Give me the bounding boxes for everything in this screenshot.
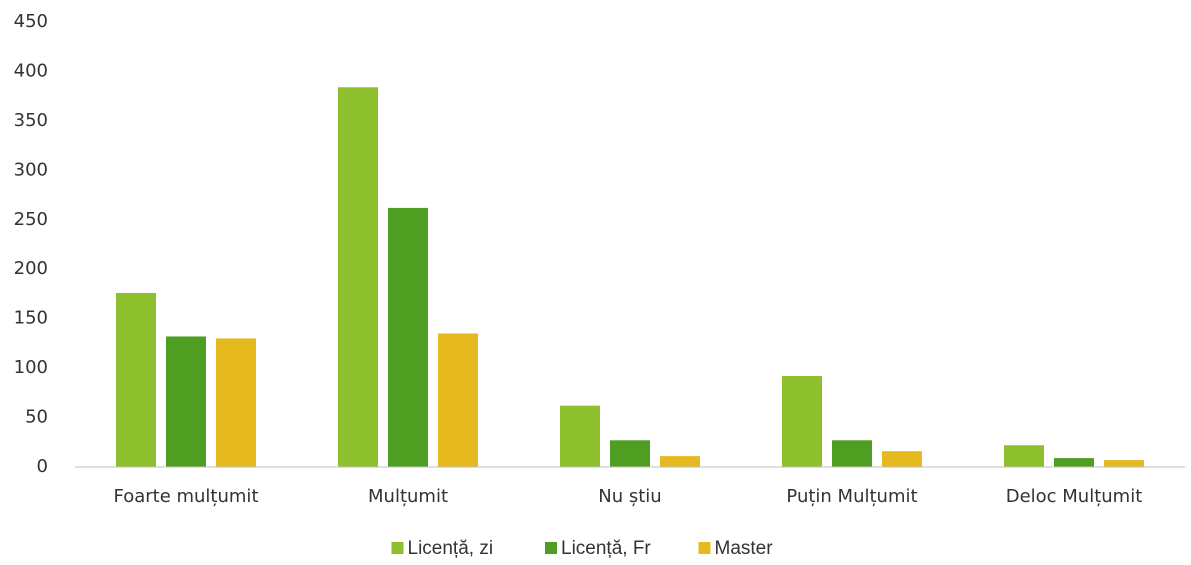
bar — [166, 336, 206, 467]
y-tick-label: 0 — [37, 456, 48, 477]
y-tick-label: 400 — [14, 60, 48, 81]
x-tick-label: Deloc Mulțumit — [1006, 486, 1143, 507]
x-tick-label: Nu știu — [598, 486, 661, 507]
x-tick-label: Puțin Mulțumit — [786, 486, 917, 507]
y-tick-label: 100 — [14, 357, 48, 378]
y-tick-label: 200 — [14, 258, 48, 279]
bar — [1104, 460, 1144, 467]
bar — [338, 87, 378, 468]
bar — [610, 440, 650, 467]
bar — [882, 451, 922, 467]
bar — [660, 456, 700, 467]
x-tick-label: Foarte mulțumit — [113, 486, 258, 507]
y-tick-label: 300 — [14, 159, 48, 180]
y-tick-label: 50 — [25, 407, 48, 428]
y-tick-label: 250 — [14, 209, 48, 230]
bar — [1054, 458, 1094, 467]
y-tick-label: 350 — [14, 110, 48, 131]
bar — [216, 338, 256, 467]
legend-swatch — [698, 542, 711, 554]
y-tick-label: 150 — [14, 308, 48, 329]
legend-label: Master — [715, 538, 774, 559]
bar — [438, 333, 478, 467]
bar — [560, 405, 600, 467]
legend-swatch — [545, 542, 557, 554]
legend-swatch — [391, 542, 404, 554]
bar — [832, 440, 872, 467]
y-tick-label: 450 — [14, 11, 48, 32]
bar — [782, 376, 822, 467]
bar — [388, 207, 428, 467]
legend-label: Licență, zi — [408, 538, 494, 559]
bar — [1004, 445, 1044, 467]
x-tick-label: Mulțumit — [368, 486, 448, 507]
bar — [116, 292, 156, 467]
legend-label: Licență, Fr — [561, 538, 651, 559]
